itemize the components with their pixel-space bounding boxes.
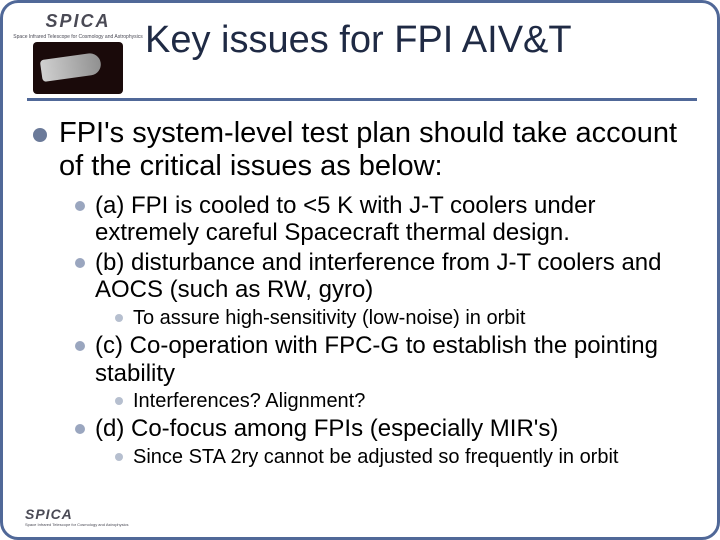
dot-icon (75, 424, 85, 434)
bullet-level2: (c) Co-operation with FPC-G to establish… (75, 332, 697, 387)
bullet-level3: To assure high-sensitivity (low-noise) i… (115, 306, 697, 330)
slide-title: Key issues for FPI AIV&T (145, 19, 697, 62)
bullet-level3: Interferences? Alignment? (115, 389, 697, 413)
dot-icon (115, 453, 123, 461)
l3-text: To assure high-sensitivity (low-noise) i… (133, 306, 525, 330)
l2-container: (a) FPI is cooled to <5 K with J-T coole… (33, 192, 697, 469)
logo-block: SPICA Space Infrared Telescope for Cosmo… (23, 11, 133, 94)
content: FPI's system-level test plan should take… (23, 117, 697, 469)
dot-icon (33, 128, 47, 142)
dot-icon (115, 314, 123, 322)
l2-text: (a) FPI is cooled to <5 K with J-T coole… (95, 192, 697, 247)
bullet-level2: (b) disturbance and interference from J-… (75, 249, 697, 304)
dot-icon (75, 258, 85, 268)
l2-text: (b) disturbance and interference from J-… (95, 249, 697, 304)
header: SPICA Space Infrared Telescope for Cosmo… (23, 11, 697, 94)
bullet-level3: Since STA 2ry cannot be adjusted so freq… (115, 445, 697, 469)
dot-icon (75, 201, 85, 211)
footer-logo-name: SPICA (25, 506, 129, 522)
bullet-level1: FPI's system-level test plan should take… (33, 117, 697, 184)
footer-logo: SPICA Space Infrared Telescope for Cosmo… (25, 506, 129, 527)
logo-name: SPICA (45, 11, 110, 32)
dot-icon (115, 397, 123, 405)
dot-icon (75, 341, 85, 351)
slide-frame: SPICA Space Infrared Telescope for Cosmo… (0, 0, 720, 540)
footer-logo-subtitle: Space Infrared Telescope for Cosmology a… (25, 522, 129, 527)
logo-subtitle: Space Infrared Telescope for Cosmology a… (13, 34, 142, 40)
l2-text: (c) Co-operation with FPC-G to establish… (95, 332, 697, 387)
l3-text: Since STA 2ry cannot be adjusted so freq… (133, 445, 618, 469)
l2-text: (d) Co-focus among FPIs (especially MIR'… (95, 415, 558, 443)
telescope-icon (33, 42, 123, 94)
l3-text: Interferences? Alignment? (133, 389, 365, 413)
bullet-level2: (d) Co-focus among FPIs (especially MIR'… (75, 415, 697, 443)
l1-text: FPI's system-level test plan should take… (59, 117, 697, 184)
title-underline (27, 98, 697, 101)
bullet-level2: (a) FPI is cooled to <5 K with J-T coole… (75, 192, 697, 247)
